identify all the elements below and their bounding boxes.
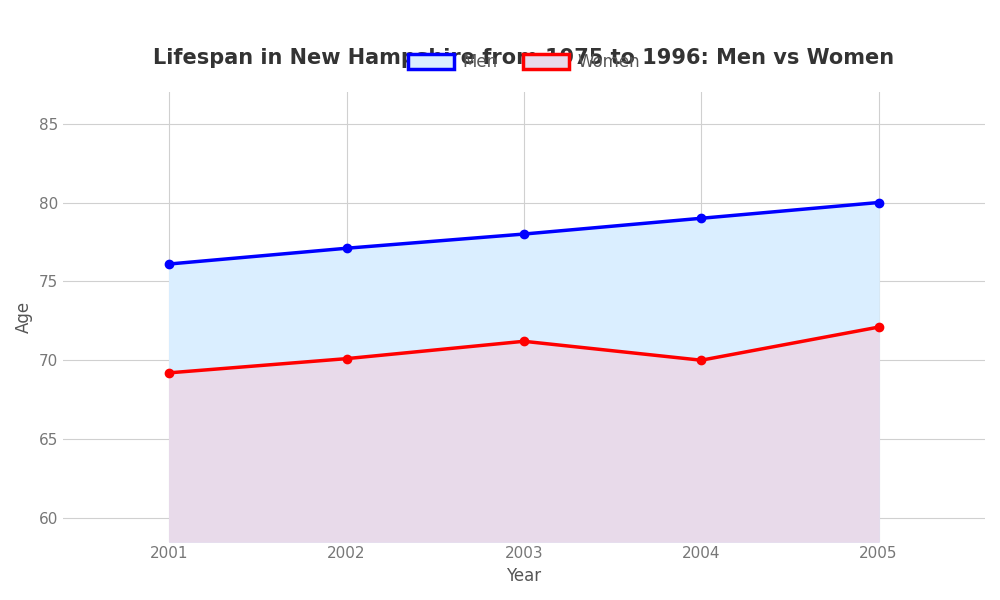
- X-axis label: Year: Year: [506, 567, 541, 585]
- Legend: Men, Women: Men, Women: [401, 47, 647, 78]
- Y-axis label: Age: Age: [15, 301, 33, 333]
- Title: Lifespan in New Hampshire from 1975 to 1996: Men vs Women: Lifespan in New Hampshire from 1975 to 1…: [153, 49, 894, 68]
